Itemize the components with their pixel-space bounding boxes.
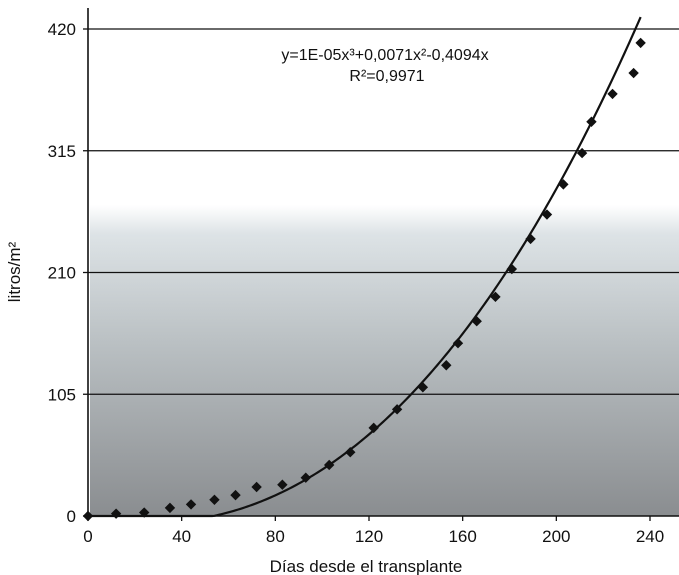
data-point — [230, 489, 241, 501]
data-point — [345, 447, 356, 458]
x-tick-label: 160 — [448, 527, 476, 546]
equation-label: y=1E-05x³+0,0071x²-0,4094x — [281, 47, 488, 64]
trendline — [88, 16, 642, 518]
x-tick-label: 240 — [636, 527, 664, 546]
data-point — [251, 481, 262, 493]
data-point — [300, 472, 311, 483]
data-point — [586, 116, 597, 127]
data-point — [209, 494, 220, 505]
x-tick-label: 40 — [172, 527, 191, 546]
data-point — [628, 67, 639, 79]
x-tick-label: 120 — [355, 527, 383, 546]
data-point — [417, 382, 429, 393]
y-axis-label: litros/m² — [5, 241, 24, 302]
y-tick-label: 0 — [67, 507, 76, 526]
data-point — [452, 338, 464, 349]
tick-labels: 0 105 210 315 420 0 40 80 120 160 200 240 — [48, 20, 665, 546]
data-point — [110, 508, 122, 519]
y-tick-label: 210 — [48, 264, 76, 283]
x-tick-label: 80 — [266, 527, 285, 546]
data-point — [506, 263, 518, 275]
x-tick-label: 200 — [542, 527, 570, 546]
data-point — [607, 88, 618, 100]
data-point — [635, 37, 646, 49]
data-point — [490, 291, 501, 303]
data-point — [471, 316, 482, 327]
data-point — [525, 233, 536, 245]
r-squared-label: R²=0,9971 — [349, 68, 424, 85]
data-point — [576, 147, 588, 159]
x-tick-label: 0 — [83, 527, 92, 546]
data-point — [139, 507, 150, 518]
data-point — [558, 179, 569, 190]
data-point — [185, 499, 197, 510]
data-point — [323, 459, 335, 471]
y-tick-label: 420 — [48, 20, 76, 39]
data-point — [541, 209, 553, 220]
data-points — [82, 37, 646, 522]
x-axis-label: Días desde el transplante — [270, 557, 463, 575]
data-point — [277, 479, 288, 490]
data-point — [368, 422, 379, 434]
data-point — [391, 404, 403, 415]
data-point — [441, 360, 452, 371]
data-point — [164, 502, 176, 514]
y-tick-label: 105 — [48, 385, 76, 404]
y-tick-label: 315 — [48, 142, 76, 161]
data-point — [82, 510, 94, 522]
